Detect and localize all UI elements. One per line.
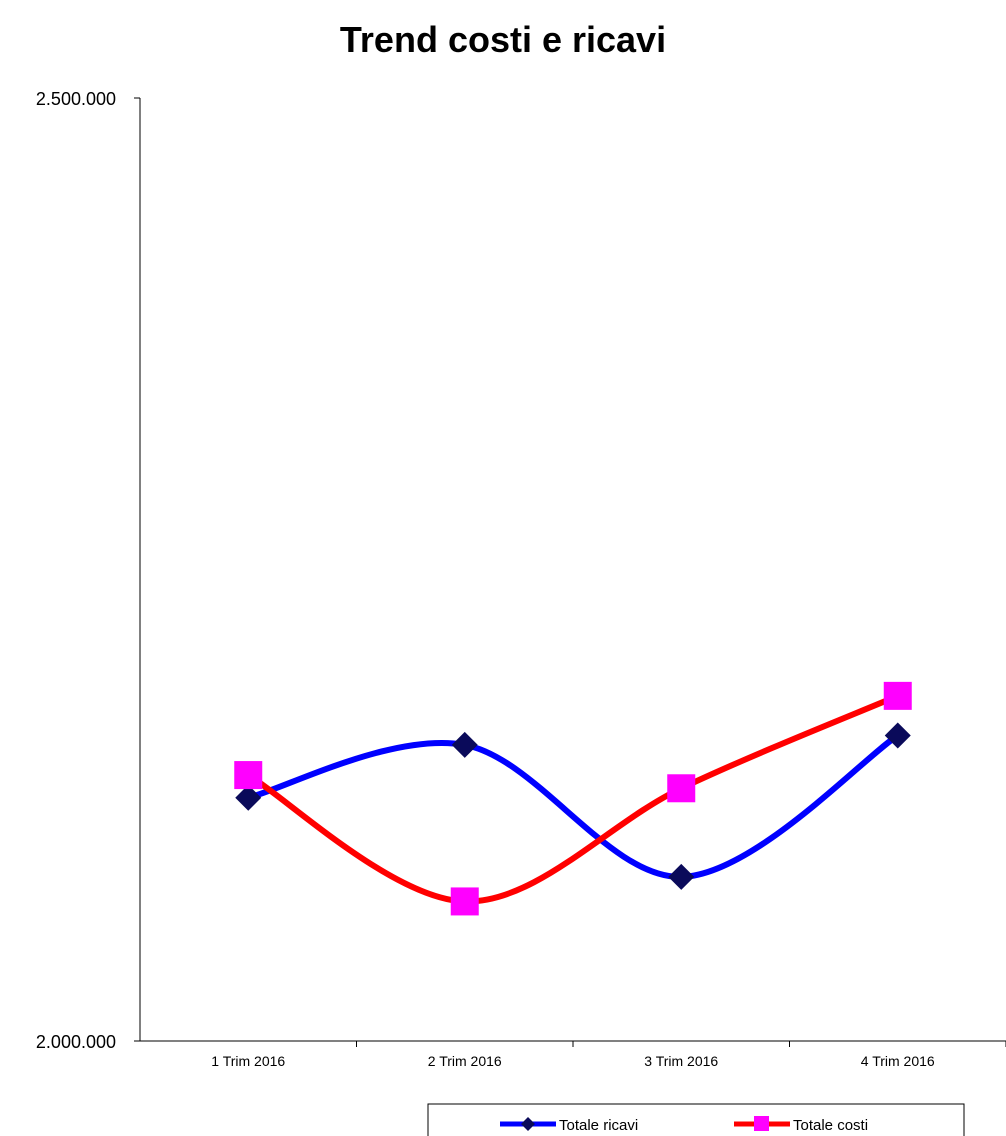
data-point-s1-1 — [450, 887, 479, 916]
x-tick-label: 2 Trim 2016 — [428, 1053, 502, 1069]
y-tick-label-bottom: 2.000.000 — [36, 1032, 116, 1052]
data-point-s0-1 — [451, 731, 478, 758]
legend-label-ricavi: Totale ricavi — [559, 1117, 638, 1134]
data-point-s0-3 — [884, 722, 911, 749]
legend-marker-ricavi — [521, 1117, 535, 1131]
data-point-s1-0 — [234, 761, 263, 790]
legend-label-costi: Totale costi — [793, 1117, 868, 1134]
data-point-s0-0 — [235, 784, 262, 811]
legend: Totale ricavi Totale costi — [427, 1103, 965, 1136]
y-tick-label-top: 2.500.000 — [36, 89, 116, 109]
x-ticks: 1 Trim 2016 2 Trim 2016 3 Trim 2016 4 Trim … — [211, 1041, 1006, 1069]
series-layer — [234, 681, 912, 916]
legend-marker-costi — [754, 1116, 769, 1131]
x-tick-label: 1 Trim 2016 — [211, 1053, 285, 1069]
series-line-0 — [247, 732, 900, 880]
data-point-s0-2 — [668, 863, 695, 890]
x-tick-label: 3 Trim 2016 — [644, 1053, 718, 1069]
legend-box — [427, 1103, 965, 1136]
series-line-1 — [246, 693, 899, 905]
chart-title: Trend costi e ricavi — [340, 19, 666, 60]
x-tick-label: 4 Trim 2016 — [861, 1053, 935, 1069]
axes: 2.500.000 2.000.000 — [36, 89, 1006, 1052]
data-point-s1-3 — [883, 681, 912, 710]
data-point-s1-2 — [667, 774, 696, 803]
